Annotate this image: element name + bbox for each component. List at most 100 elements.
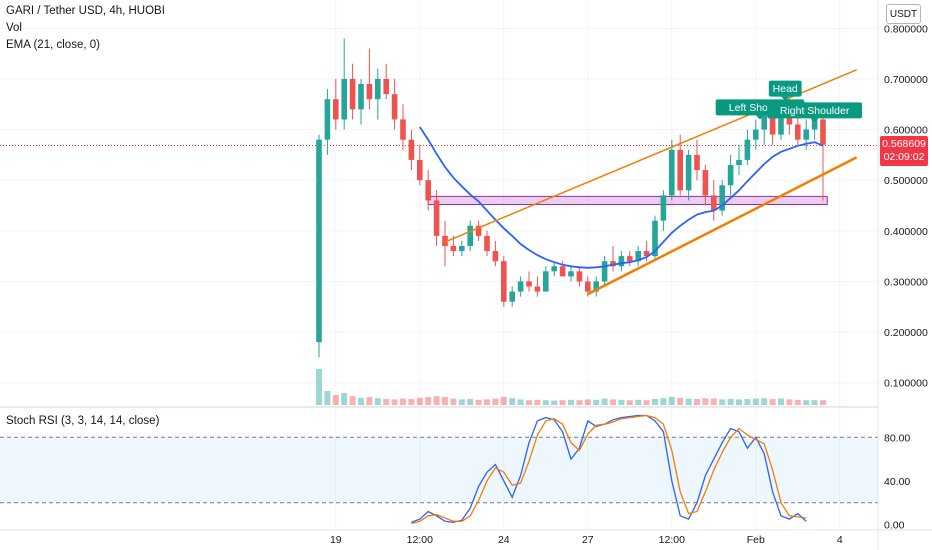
volume-bar	[643, 400, 650, 405]
stoch-rsi-legend[interactable]: Stoch RSI (3, 3, 14, 14, close)	[6, 415, 160, 427]
candle-body	[341, 78, 347, 120]
stoch-d-line	[411, 414, 807, 525]
candle-body	[501, 261, 507, 302]
candle-body	[677, 149, 683, 191]
rsi-tick-label: 40.00	[884, 476, 910, 488]
volume-bar	[475, 399, 482, 405]
volume-bar	[576, 400, 583, 405]
volume-bar	[526, 400, 532, 405]
volume-bars	[316, 369, 826, 405]
volume-bar	[803, 400, 810, 405]
volume-bar	[761, 398, 768, 405]
volume-bar	[820, 400, 826, 405]
volume-bar	[509, 398, 516, 405]
volume-bar	[324, 391, 331, 405]
volume-bar	[593, 399, 600, 405]
volume-bar	[492, 398, 499, 405]
candle-body	[769, 109, 776, 135]
volume-bar	[769, 399, 776, 405]
candle-body	[669, 149, 675, 196]
candle-body	[366, 84, 373, 100]
volume-bar	[358, 397, 364, 405]
volume-bar	[374, 398, 381, 405]
candle-body	[375, 78, 381, 100]
candle-body	[509, 291, 515, 302]
candle-body	[811, 119, 818, 130]
price-tick-label: 0.100000	[884, 378, 928, 390]
candle-body	[736, 159, 742, 165]
volume-bar	[652, 399, 658, 405]
volume-bar	[442, 397, 448, 405]
chart-title[interactable]: GARI / Tether USD, 4h, HUOBI	[6, 5, 165, 17]
volume-bar	[811, 400, 818, 405]
candle-body	[517, 281, 524, 292]
candle-body	[727, 165, 734, 186]
candle-body	[492, 251, 499, 262]
time-tick-label: Feb	[747, 534, 765, 546]
volume-bar	[450, 398, 457, 405]
price-tick-label: 0.200000	[884, 327, 928, 339]
volume-bar	[626, 400, 633, 405]
candle-body	[652, 220, 658, 257]
volume-bar	[332, 395, 339, 405]
candle-body	[559, 266, 566, 277]
volume-bar	[542, 400, 549, 405]
candle-body	[333, 99, 339, 120]
volume-bar	[458, 399, 465, 405]
volume-bar	[710, 398, 717, 405]
currency-unit-button[interactable]: USDT	[886, 4, 921, 24]
candle-body	[391, 94, 398, 120]
candle-body	[803, 129, 809, 140]
volume-bar	[383, 399, 390, 405]
volume-bar	[618, 399, 625, 405]
volume-bar	[744, 399, 751, 405]
volume-bar	[786, 399, 793, 405]
candle-body	[433, 200, 440, 236]
candle-body	[316, 139, 322, 343]
volume-bar	[349, 396, 356, 405]
pattern-label-text: Right Shoulder	[780, 105, 850, 117]
volume-bar	[568, 399, 574, 405]
candle-body	[778, 104, 784, 135]
volume-bar	[702, 398, 709, 405]
candle-body	[610, 261, 616, 267]
candle-body	[719, 185, 725, 211]
price-tick-label: 0.300000	[884, 276, 928, 288]
volume-bar	[752, 398, 759, 405]
volume-bar	[778, 398, 784, 405]
candle-body	[543, 271, 549, 292]
pattern-label-pointer	[781, 96, 790, 101]
volume-bar	[400, 398, 406, 405]
pattern-label-pointer	[810, 118, 819, 123]
price-tick-label: 0.400000	[884, 226, 928, 238]
candle-body	[711, 195, 717, 211]
candle-body	[349, 78, 356, 110]
volume-bar	[551, 400, 558, 405]
candle-body	[442, 235, 448, 246]
candle-body	[593, 281, 599, 292]
volume-bar	[425, 397, 432, 405]
volume-bar	[467, 399, 474, 405]
candle-body	[753, 129, 759, 140]
volume-bar	[584, 399, 591, 405]
pattern-label-box	[767, 102, 862, 119]
rsi-tick-label: 80.00	[884, 432, 910, 444]
ema-legend[interactable]: EMA (21, close, 0)	[6, 39, 100, 51]
candle-body	[660, 195, 667, 221]
candle-body	[400, 119, 406, 140]
time-tick-label: 24	[498, 534, 510, 546]
volume-legend[interactable]: Vol	[6, 22, 22, 34]
pattern-label-pointer	[756, 115, 764, 120]
candlesticks[interactable]	[316, 38, 826, 358]
last-price-value: 0.568609	[882, 138, 926, 151]
candle-body	[425, 180, 431, 201]
channel-trendline	[587, 156, 858, 296]
volume-bar	[677, 397, 684, 405]
volume-bar	[433, 396, 440, 405]
volume-bar	[660, 398, 667, 405]
volume-bar	[316, 369, 322, 405]
candle-body	[467, 225, 473, 246]
rsi-band-fill	[0, 437, 878, 503]
